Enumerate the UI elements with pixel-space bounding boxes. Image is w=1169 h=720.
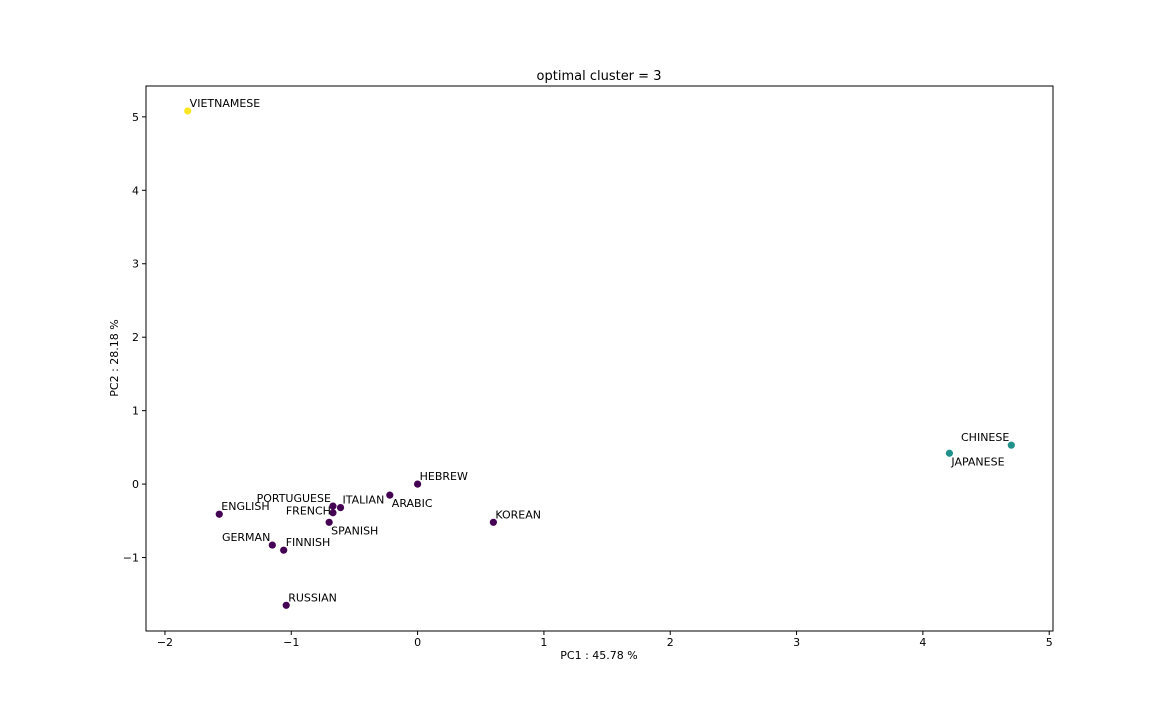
y-axis-label: PC2 : 28.18 % — [108, 319, 121, 396]
point-label: JAPANESE — [950, 455, 1004, 468]
y-tick-label: −1 — [123, 552, 139, 565]
y-tick-label: 0 — [132, 478, 139, 491]
data-point — [945, 449, 954, 457]
point-label: ARABIC — [392, 497, 433, 510]
point-label: KOREAN — [495, 508, 541, 521]
x-axis: −2 −1 0 1 2 3 4 5 — [157, 631, 1053, 649]
data-point — [413, 480, 422, 488]
data-point — [329, 509, 337, 517]
point-label: FRENCH — [286, 505, 331, 518]
data-point — [336, 504, 345, 512]
y-axis: −1 0 1 2 3 4 5 — [123, 111, 146, 565]
data-point — [184, 107, 192, 115]
data-point — [215, 510, 223, 518]
data-point — [1007, 441, 1015, 449]
point-label: FINNISH — [286, 536, 331, 549]
point-labels: VIETNAMESE CHINESE JAPANESE HEBREW ARABIC POR… — [190, 97, 1010, 604]
chart-title: optimal cluster = 3 — [537, 69, 662, 84]
point-label: HEBREW — [420, 470, 468, 483]
point-label: SPANISH — [331, 524, 378, 537]
data-point — [386, 491, 394, 499]
y-tick-label: 1 — [132, 405, 139, 418]
y-tick-label: 4 — [132, 184, 139, 197]
x-tick-label: −1 — [283, 636, 299, 649]
data-point — [489, 518, 497, 526]
point-label: CHINESE — [961, 431, 1009, 444]
x-tick-label: −2 — [157, 636, 173, 649]
point-label: VIETNAMESE — [190, 97, 261, 110]
x-tick-label: 1 — [540, 636, 547, 649]
x-tick-label: 5 — [1046, 636, 1053, 649]
x-tick-label: 3 — [793, 636, 800, 649]
data-point — [325, 518, 333, 526]
point-label: GERMAN — [222, 531, 270, 544]
point-label: RUSSIAN — [288, 591, 337, 604]
y-tick-label: 3 — [132, 258, 139, 271]
x-tick-label: 2 — [667, 636, 674, 649]
x-tick-label: 4 — [919, 636, 926, 649]
data-point — [329, 502, 337, 510]
plot-area — [145, 85, 1054, 632]
point-label: ITALIAN — [343, 494, 385, 507]
y-tick-label: 5 — [132, 111, 139, 124]
point-label: PORTUGUESE — [257, 492, 331, 505]
data-point — [268, 541, 276, 549]
y-tick-label: 2 — [132, 331, 139, 344]
data-point — [282, 601, 290, 609]
point-label: ENGLISH — [221, 500, 269, 513]
data-points — [184, 107, 1015, 609]
data-point — [280, 546, 288, 554]
x-axis-label: PC1 : 45.78 % — [560, 649, 637, 662]
x-tick-label: 0 — [414, 636, 421, 649]
